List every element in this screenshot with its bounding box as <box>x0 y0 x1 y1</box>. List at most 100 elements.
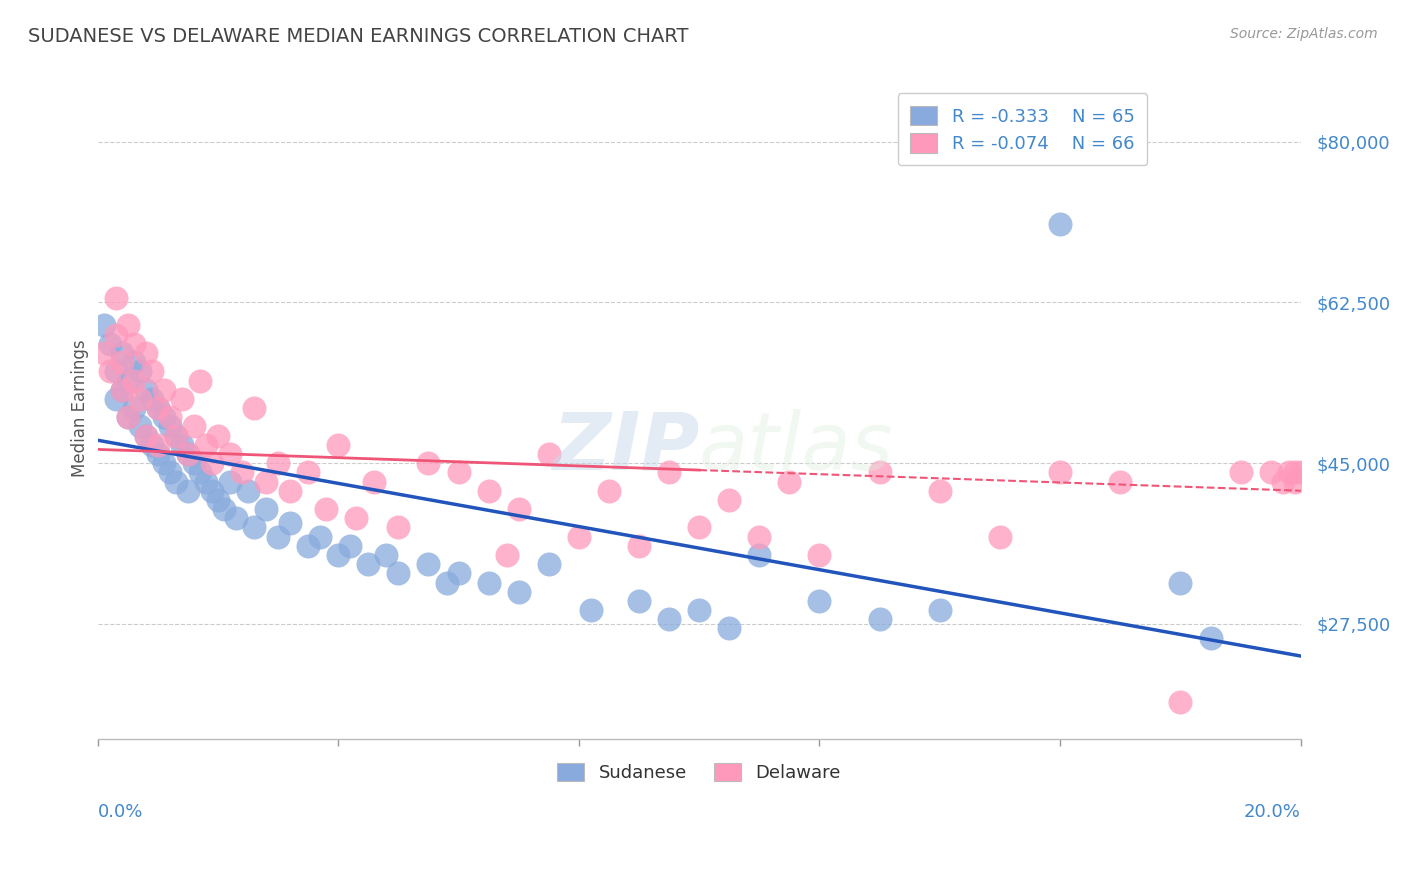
Point <box>98 364 121 378</box>
Point <box>159 466 181 480</box>
Point <box>231 466 253 480</box>
Point <box>478 575 501 590</box>
Point <box>104 327 127 342</box>
Point <box>243 520 266 534</box>
Point <box>718 492 741 507</box>
Point <box>627 594 650 608</box>
Point <box>808 594 831 608</box>
Point <box>194 438 217 452</box>
Point <box>104 291 127 305</box>
Point <box>447 566 470 581</box>
Point <box>328 438 350 452</box>
Point <box>436 575 458 590</box>
Point <box>928 603 950 617</box>
Point <box>418 456 440 470</box>
Point <box>537 558 560 572</box>
Point <box>165 428 187 442</box>
Point <box>357 558 380 572</box>
Point <box>1229 466 1251 480</box>
Point <box>177 447 200 461</box>
Point <box>267 456 290 470</box>
Text: Source: ZipAtlas.com: Source: ZipAtlas.com <box>1230 27 1378 41</box>
Point <box>315 502 337 516</box>
Point <box>447 466 470 480</box>
Point <box>111 383 134 397</box>
Point <box>212 502 235 516</box>
Point <box>309 530 332 544</box>
Point <box>387 520 409 534</box>
Point <box>328 548 350 562</box>
Point <box>1049 466 1071 480</box>
Point <box>344 511 367 525</box>
Point <box>152 456 174 470</box>
Point <box>869 612 891 626</box>
Point <box>508 502 530 516</box>
Point <box>170 392 193 406</box>
Point <box>1170 695 1192 709</box>
Point <box>1260 466 1282 480</box>
Point <box>177 447 200 461</box>
Point <box>111 355 134 369</box>
Point <box>146 401 169 415</box>
Point <box>122 374 145 388</box>
Point <box>177 483 200 498</box>
Point <box>207 428 229 442</box>
Point <box>159 410 181 425</box>
Point <box>254 502 277 516</box>
Point <box>122 355 145 369</box>
Point <box>278 516 301 530</box>
Point <box>387 566 409 581</box>
Point <box>808 548 831 562</box>
Point <box>170 438 193 452</box>
Point <box>201 456 224 470</box>
Point <box>117 374 139 388</box>
Point <box>152 410 174 425</box>
Point <box>1109 475 1132 489</box>
Point <box>478 483 501 498</box>
Point <box>1199 631 1222 645</box>
Point <box>111 383 134 397</box>
Point <box>267 530 290 544</box>
Point <box>159 419 181 434</box>
Point <box>201 483 224 498</box>
Point <box>122 336 145 351</box>
Point <box>93 346 115 360</box>
Text: atlas: atlas <box>699 409 894 487</box>
Point <box>128 419 150 434</box>
Point <box>688 603 710 617</box>
Point <box>135 346 157 360</box>
Point <box>1170 575 1192 590</box>
Y-axis label: Median Earnings: Median Earnings <box>72 339 89 477</box>
Point <box>117 410 139 425</box>
Point <box>627 539 650 553</box>
Point <box>1284 466 1306 480</box>
Point <box>104 364 127 378</box>
Point <box>508 584 530 599</box>
Point <box>748 530 770 544</box>
Point <box>194 475 217 489</box>
Point <box>598 483 620 498</box>
Point <box>1289 466 1312 480</box>
Point <box>418 558 440 572</box>
Point <box>135 428 157 442</box>
Point <box>537 447 560 461</box>
Point <box>988 530 1011 544</box>
Point <box>363 475 385 489</box>
Point <box>152 383 174 397</box>
Point <box>748 548 770 562</box>
Point <box>1284 475 1306 489</box>
Point <box>297 539 319 553</box>
Point <box>146 401 169 415</box>
Legend: Sudanese, Delaware: Sudanese, Delaware <box>550 756 848 789</box>
Point <box>183 456 205 470</box>
Text: 0.0%: 0.0% <box>97 803 143 821</box>
Point <box>146 447 169 461</box>
Point <box>928 483 950 498</box>
Point <box>225 511 247 525</box>
Point <box>278 483 301 498</box>
Point <box>243 401 266 415</box>
Point <box>111 346 134 360</box>
Point <box>568 530 591 544</box>
Point <box>128 392 150 406</box>
Point <box>297 466 319 480</box>
